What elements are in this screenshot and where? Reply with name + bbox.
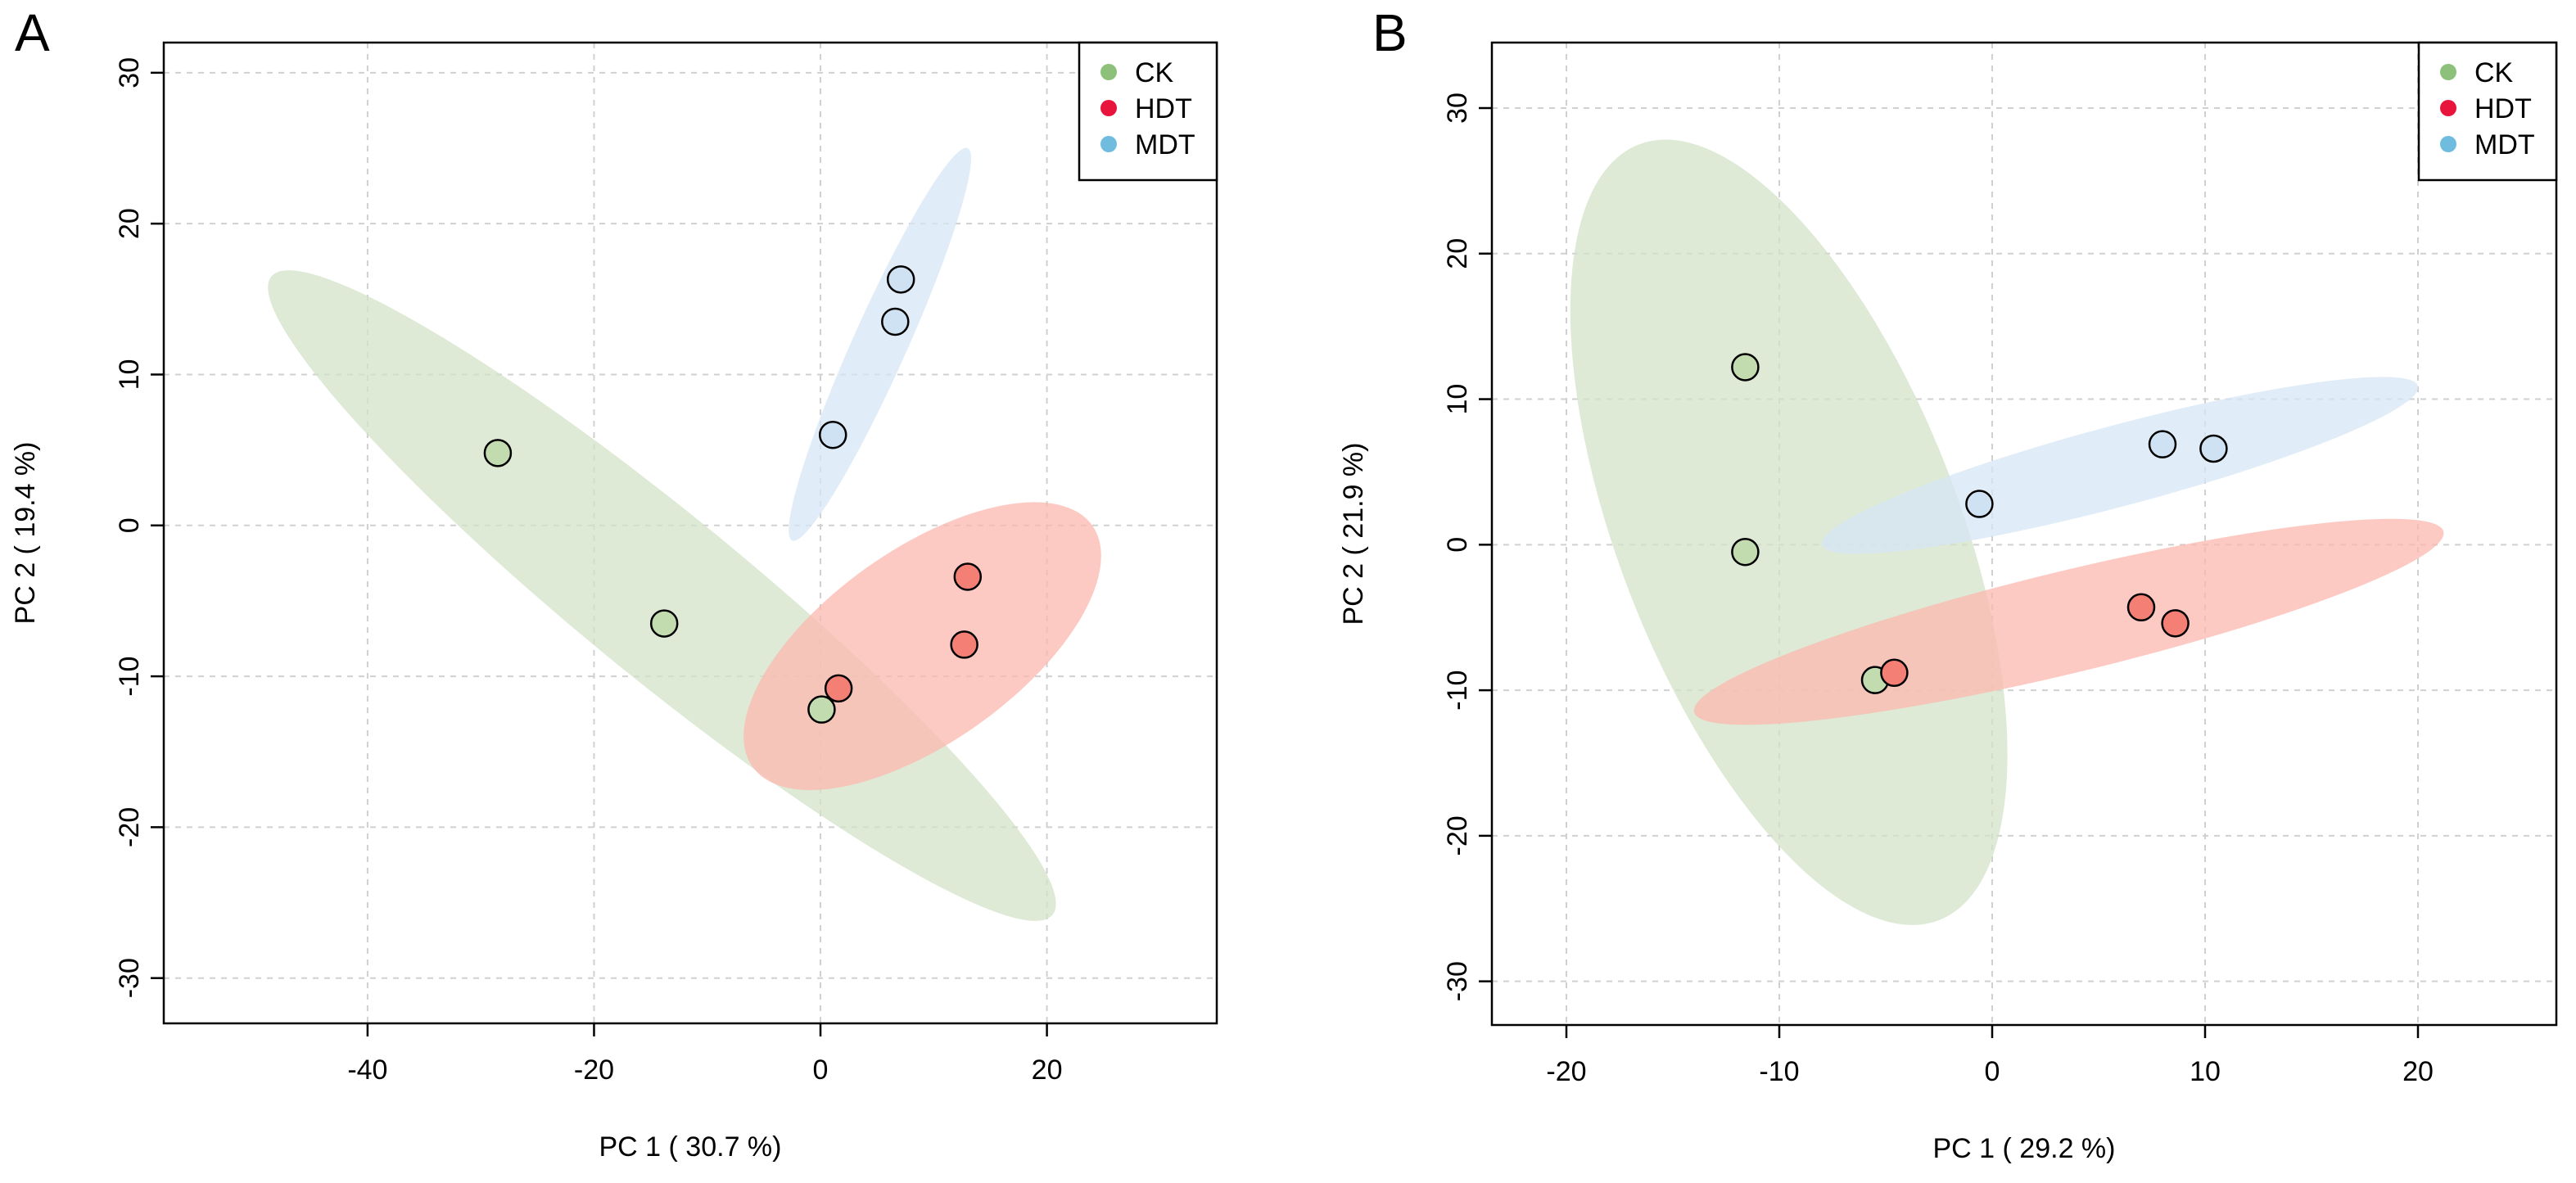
y-tick-label: 30 (114, 57, 145, 88)
x-tick-label: 10 (2190, 1056, 2221, 1087)
point-ck (1731, 537, 1760, 567)
legend-label-ck: CK (1135, 57, 1174, 88)
y-tick-label: 0 (114, 517, 145, 533)
legend-marker-hdt (2440, 100, 2456, 116)
points-b (1731, 353, 2228, 694)
y-axis-title-b: PC 2 ( 21.9 %) (1338, 443, 1369, 625)
legend-label-mdt: MDT (2474, 129, 2535, 160)
y-tick-label: -30 (1442, 961, 1473, 1001)
point-mdt (2148, 430, 2177, 458)
legend-marker-mdt (2440, 136, 2456, 152)
y-tick-label: 0 (1442, 537, 1473, 553)
x-tick-label: -20 (574, 1054, 614, 1086)
point-ck (649, 609, 679, 638)
x-axis-title-a: PC 1 ( 30.7 %) (599, 1131, 782, 1163)
confidence-ellipse-ck (1570, 139, 2008, 925)
legend-label-ck: CK (2474, 57, 2514, 88)
point-mdt (818, 420, 847, 449)
point-hdt (950, 630, 978, 659)
point-hdt (824, 674, 853, 703)
x-tick-label: -20 (1546, 1056, 1586, 1087)
legend-label-hdt: HDT (1135, 93, 1192, 124)
ellipses-b (1570, 139, 2444, 925)
legend-b: CK HDT MDT (2417, 41, 2558, 182)
point-hdt (2126, 593, 2156, 622)
x-tick-label: 0 (1985, 1056, 2000, 1087)
point-hdt (2161, 609, 2190, 638)
panel-letter-a: A (15, 3, 50, 62)
point-ck (1731, 353, 1760, 382)
ticks-a: -40 -20 0 20 -30 -20 -10 0 10 20 30 (114, 57, 1063, 1086)
point-ck (807, 695, 836, 724)
point-hdt (953, 562, 983, 591)
legend-label-hdt: HDT (2474, 93, 2532, 124)
legend-marker-ck (2440, 64, 2456, 80)
x-tick-label: 20 (1032, 1054, 1063, 1086)
panel-letter-b: B (1372, 3, 1408, 62)
y-tick-label: -20 (1442, 815, 1473, 856)
y-tick-label: -20 (114, 807, 145, 847)
y-tick-label: 10 (114, 359, 145, 391)
plot-frame-a (162, 41, 1218, 1025)
confidence-ellipse-hdt (743, 502, 1101, 791)
y-tick-label: 30 (1442, 93, 1473, 124)
point-mdt (886, 265, 915, 294)
points-a (483, 265, 983, 724)
point-mdt (881, 307, 910, 336)
ellipses-a (268, 147, 1101, 921)
x-axis-title-b: PC 1 ( 29.2 %) (1933, 1133, 2116, 1164)
x-tick-label: -10 (1759, 1056, 1799, 1087)
point-mdt (1965, 490, 1994, 518)
y-axis-title-a: PC 2 ( 19.4 %) (10, 442, 41, 625)
x-tick-label: 0 (813, 1054, 829, 1086)
legend-marker-hdt (1100, 100, 1117, 116)
y-tick-label: -30 (114, 958, 145, 998)
x-tick-label: 20 (2402, 1056, 2434, 1087)
y-tick-label: 20 (114, 208, 145, 239)
y-tick-label: 10 (1442, 384, 1473, 415)
legend-marker-ck (1100, 64, 1117, 80)
confidence-ellipse-mdt (789, 147, 971, 541)
legend-marker-mdt (1100, 136, 1117, 152)
point-ck (483, 439, 513, 467)
ticks-b: -20 -10 0 10 20 -30 -20 -10 0 10 20 30 (1442, 93, 2434, 1087)
y-tick-label: -10 (114, 657, 145, 697)
x-tick-label: -40 (347, 1054, 387, 1086)
y-tick-label: -10 (1442, 671, 1473, 711)
panel-b: B -20 -10 0 10 20 -30 -20 -10 0 10 20 30 PC 1 ( 29.… (1338, 3, 2558, 1164)
plot-frame-b (1490, 41, 2558, 1027)
legend-label-mdt: MDT (1135, 129, 1195, 160)
point-mdt (2199, 434, 2228, 463)
legend-a: CK HDT MDT (1078, 41, 1218, 182)
panel-a: A -40 -20 0 20 -30 -20 -10 0 10 20 30 PC 1 ( 30.7 … (10, 3, 1218, 1163)
point-hdt (1880, 658, 1909, 688)
y-tick-label: 20 (1442, 238, 1473, 269)
